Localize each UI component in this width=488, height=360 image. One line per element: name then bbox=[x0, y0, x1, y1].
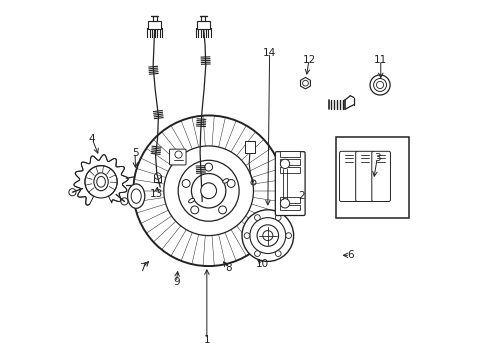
Bar bbox=[244, 141, 255, 153]
Ellipse shape bbox=[97, 176, 105, 187]
FancyBboxPatch shape bbox=[169, 149, 185, 165]
Polygon shape bbox=[300, 77, 310, 89]
Ellipse shape bbox=[223, 179, 228, 183]
Circle shape bbox=[218, 206, 226, 214]
Text: 7: 7 bbox=[139, 263, 145, 273]
Bar bbox=[280, 159, 300, 165]
Bar bbox=[280, 151, 300, 157]
Bar bbox=[280, 205, 300, 211]
Circle shape bbox=[201, 183, 216, 199]
Text: 4: 4 bbox=[89, 134, 95, 144]
Circle shape bbox=[275, 251, 281, 256]
Circle shape bbox=[133, 116, 284, 266]
Ellipse shape bbox=[94, 173, 108, 191]
Polygon shape bbox=[74, 155, 128, 205]
Circle shape bbox=[190, 206, 198, 214]
FancyBboxPatch shape bbox=[371, 151, 389, 202]
Circle shape bbox=[275, 215, 281, 220]
Bar bbox=[148, 21, 161, 29]
Circle shape bbox=[163, 146, 253, 235]
Circle shape bbox=[242, 210, 293, 261]
Text: 13: 13 bbox=[150, 189, 163, 199]
Circle shape bbox=[254, 251, 260, 256]
Ellipse shape bbox=[188, 198, 194, 203]
Circle shape bbox=[257, 225, 278, 246]
Circle shape bbox=[182, 180, 190, 188]
Text: 14: 14 bbox=[263, 48, 276, 58]
Text: 8: 8 bbox=[224, 263, 231, 273]
Bar bbox=[196, 21, 209, 29]
Circle shape bbox=[227, 180, 235, 188]
Circle shape bbox=[204, 163, 212, 171]
Circle shape bbox=[178, 160, 239, 221]
Text: 10: 10 bbox=[255, 259, 268, 269]
Bar bbox=[280, 197, 300, 203]
Circle shape bbox=[280, 199, 289, 208]
FancyBboxPatch shape bbox=[339, 151, 357, 202]
Circle shape bbox=[285, 233, 291, 238]
Ellipse shape bbox=[127, 184, 144, 208]
Circle shape bbox=[254, 215, 260, 220]
Bar bbox=[280, 167, 300, 173]
Circle shape bbox=[249, 218, 285, 253]
Circle shape bbox=[262, 230, 272, 240]
Text: 3: 3 bbox=[373, 153, 380, 163]
Ellipse shape bbox=[131, 189, 141, 203]
Text: 11: 11 bbox=[373, 55, 386, 65]
Text: 1: 1 bbox=[203, 334, 210, 345]
FancyBboxPatch shape bbox=[355, 151, 373, 202]
Circle shape bbox=[244, 233, 249, 238]
Circle shape bbox=[280, 159, 289, 168]
Text: 6: 6 bbox=[346, 250, 353, 260]
Text: 9: 9 bbox=[173, 277, 179, 287]
Text: 12: 12 bbox=[302, 55, 315, 65]
FancyBboxPatch shape bbox=[275, 152, 305, 216]
Circle shape bbox=[191, 174, 225, 208]
Bar bbox=[335, 137, 408, 218]
Text: 2: 2 bbox=[298, 191, 305, 201]
Text: 5: 5 bbox=[132, 148, 138, 158]
